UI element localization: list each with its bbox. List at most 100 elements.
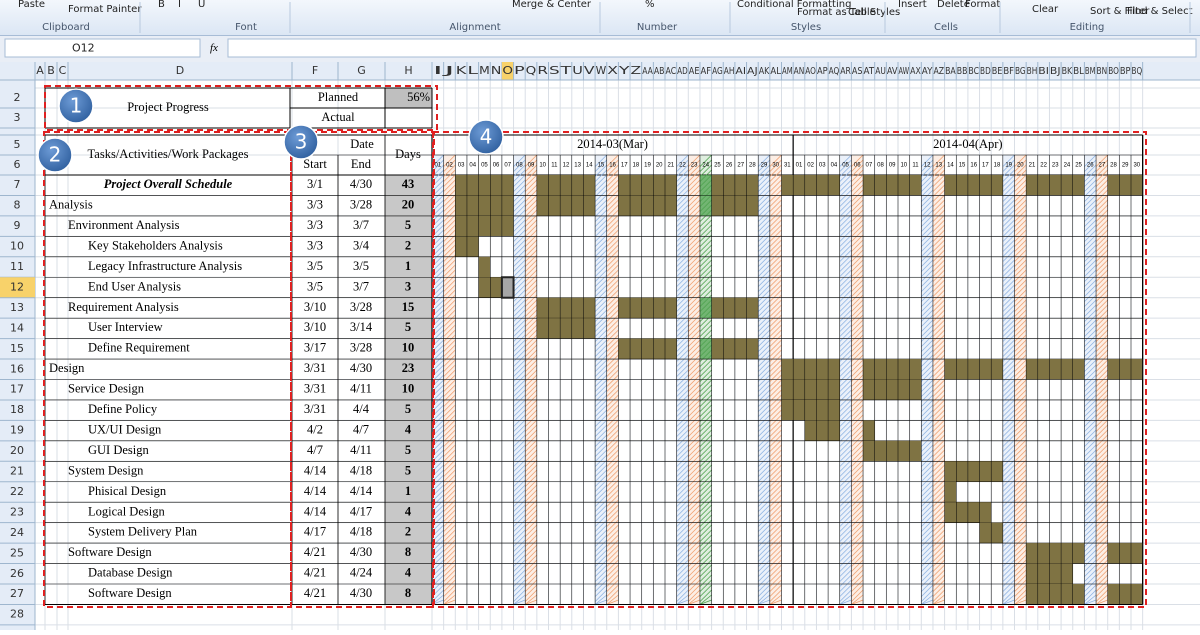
sunday-column-hatch	[851, 309, 864, 322]
sunday-column-hatch	[932, 424, 945, 437]
sunday-column-hatch	[443, 419, 456, 432]
saturday-column-hatch	[839, 564, 852, 577]
saturday-column-hatch	[513, 394, 526, 407]
saturday-column-hatch	[676, 164, 689, 177]
sunday-column-hatch	[524, 539, 538, 552]
ribbon-item[interactable]: Merge & Center	[512, 0, 592, 10]
saturday-column-hatch	[513, 289, 526, 302]
saturday-column-hatch	[1002, 524, 1015, 537]
ribbon-item[interactable]: Paste	[18, 0, 45, 10]
saturday-column-hatch	[757, 564, 771, 577]
sunday-column-hatch	[443, 474, 456, 487]
highlight-day-column-hatch	[699, 534, 712, 547]
saturday-column-hatch	[513, 534, 526, 547]
sunday-column-hatch	[606, 429, 619, 442]
saturday-column-hatch	[676, 194, 689, 207]
ribbon-item[interactable]: U	[198, 0, 205, 10]
sunday-column-hatch	[688, 514, 701, 527]
gantt-bar-cell	[723, 338, 735, 360]
gantt-bar-cell	[466, 175, 479, 196]
ribbon-item[interactable]: Format as Table	[797, 7, 876, 18]
sunday-column-hatch	[1014, 184, 1027, 197]
sunday-column-hatch	[443, 214, 456, 227]
gantt-bar-cell	[583, 318, 596, 339]
sunday-column-hatch	[1014, 489, 1027, 502]
saturday-column-hatch	[513, 574, 526, 587]
saturday-column-hatch	[1002, 489, 1015, 502]
sunday-column-hatch	[443, 584, 456, 597]
ribbon-item[interactable]: Format Painter	[68, 4, 142, 15]
ribbon-item[interactable]: %	[645, 0, 655, 10]
sunday-column-hatch	[1095, 249, 1108, 262]
saturday-column-hatch	[757, 249, 771, 262]
saturday-column-hatch	[594, 409, 608, 422]
sunday-column-hatch	[524, 199, 538, 212]
saturday-column-hatch	[676, 414, 689, 427]
sunday-column-hatch	[932, 329, 945, 342]
day-label: 03	[819, 163, 826, 169]
saturday-column-hatch	[757, 324, 771, 337]
ribbon-item[interactable]: Format	[965, 0, 1000, 10]
saturday-column-hatch	[757, 429, 771, 442]
ribbon-item[interactable]: B	[158, 0, 165, 10]
highlight-day-column-hatch	[699, 379, 712, 392]
saturday-column-hatch	[594, 564, 608, 577]
ribbon-item[interactable]: Find & Select	[1127, 6, 1193, 17]
saturday-column-hatch	[1002, 449, 1015, 462]
highlight-day-column-hatch	[699, 269, 712, 282]
gantt-bar-cell	[665, 175, 677, 196]
gantt-bar-cell	[723, 195, 735, 216]
sunday-column-hatch	[851, 469, 864, 482]
saturday-column-hatch	[676, 214, 689, 227]
sunday-column-hatch	[443, 484, 456, 497]
saturday-column-hatch	[594, 414, 608, 427]
ribbon-item[interactable]: Clear	[1032, 4, 1059, 15]
saturday-column-hatch	[921, 294, 934, 307]
saturday-column-hatch	[594, 309, 608, 322]
gantt-bar-cell	[979, 502, 992, 523]
gantt-bar-cell	[653, 175, 665, 196]
sunday-column-hatch	[932, 569, 945, 582]
saturday-column-hatch	[513, 309, 526, 322]
sunday-column-hatch	[851, 284, 864, 297]
sunday-column-hatch	[932, 259, 945, 272]
gantt-bar-cell	[641, 338, 654, 360]
gantt-bar-cell	[898, 359, 910, 380]
highlight-day-column-hatch	[699, 284, 712, 297]
ribbon-item[interactable]: Conditional Formatting	[737, 0, 851, 10]
sunday-column-hatch	[688, 244, 701, 257]
sunday-column-hatch	[1095, 259, 1108, 272]
ribbon-item[interactable]: Insert	[898, 0, 927, 10]
column-header: BD	[980, 66, 991, 77]
sunday-column-hatch	[1014, 324, 1027, 337]
sunday-column-hatch	[606, 364, 619, 377]
formula-input[interactable]	[227, 38, 1197, 58]
sunday-column-hatch	[606, 289, 619, 302]
sunday-column-hatch	[769, 494, 782, 507]
task-name: UX/UI Design	[88, 422, 162, 436]
ribbon-item[interactable]: Sort & Filter	[1090, 6, 1150, 17]
highlight-day-column-hatch	[699, 419, 712, 432]
highlight-day-column-hatch	[699, 509, 712, 522]
saturday-column-hatch	[839, 249, 852, 262]
sunday-column-hatch	[606, 174, 619, 187]
sunday-column-hatch	[851, 564, 864, 577]
saturday-column-hatch	[757, 574, 771, 587]
sunday-column-hatch	[769, 194, 782, 207]
saturday-column-hatch	[594, 239, 608, 252]
ribbon-item[interactable]: Delete	[937, 0, 970, 10]
ribbon-item[interactable]: I	[178, 0, 181, 10]
day-label: 21	[1029, 163, 1036, 169]
saturday-column-hatch	[513, 339, 526, 352]
saturday-column-hatch	[921, 179, 934, 192]
highlight-day-column-hatch	[699, 374, 712, 387]
ribbon-item[interactable]: Cell Styles	[848, 7, 900, 18]
sunday-column-hatch	[443, 399, 456, 412]
sunday-column-hatch	[932, 244, 945, 257]
saturday-column-hatch	[1002, 244, 1015, 257]
column-header: Y	[617, 64, 630, 77]
task-end: 4/11	[350, 443, 372, 457]
sunday-column-hatch	[851, 329, 864, 342]
name-box[interactable]	[4, 38, 201, 58]
gantt-bar-cell	[967, 175, 980, 196]
